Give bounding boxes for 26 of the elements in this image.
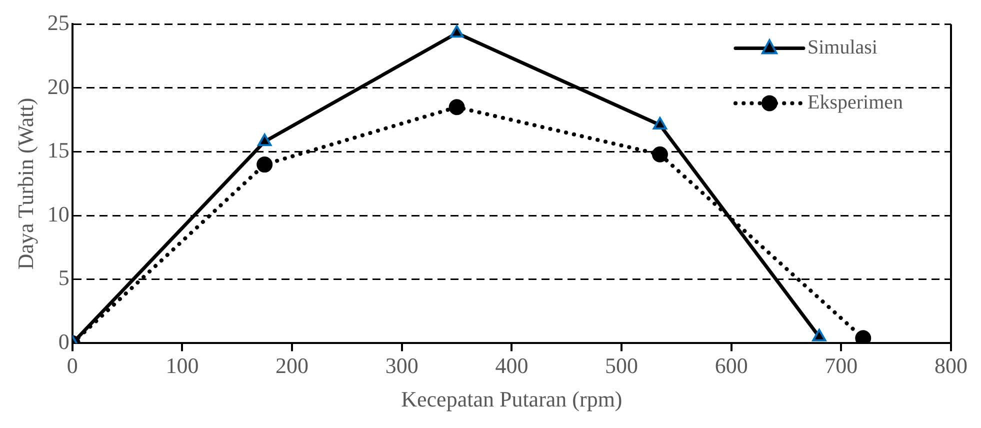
x-tick-label: 700: [824, 353, 858, 378]
legend-label: Eksperimen: [807, 91, 904, 114]
y-tick-label: 25: [47, 10, 70, 35]
x-tick-label: 300: [385, 353, 418, 378]
x-tick-label: 600: [714, 353, 748, 378]
point: [652, 117, 668, 130]
x-axis-title: Kecepatan Putaran (rpm): [401, 386, 622, 412]
point: [448, 99, 465, 116]
x-tick-label: 100: [166, 353, 199, 378]
point: [258, 134, 272, 146]
point: [450, 25, 464, 38]
point: [652, 146, 668, 162]
x-tick-label: 800: [934, 353, 968, 378]
x-tick-label: 500: [605, 353, 638, 378]
y-tick-label: 5: [58, 265, 70, 290]
point: [256, 156, 273, 173]
legend-label: Simulasi: [807, 36, 878, 58]
y-tick-label: 10: [47, 201, 70, 226]
x-tick-label: 400: [495, 353, 528, 378]
y-tick-label: 20: [47, 74, 70, 99]
point: [812, 328, 826, 342]
x-tick-label: 200: [276, 353, 309, 378]
y-tick-label: 0: [58, 328, 70, 354]
y-tick-label: 15: [47, 138, 70, 163]
point: [855, 330, 872, 344]
y-axis-title: Daya Turbin (Watt): [12, 98, 38, 270]
